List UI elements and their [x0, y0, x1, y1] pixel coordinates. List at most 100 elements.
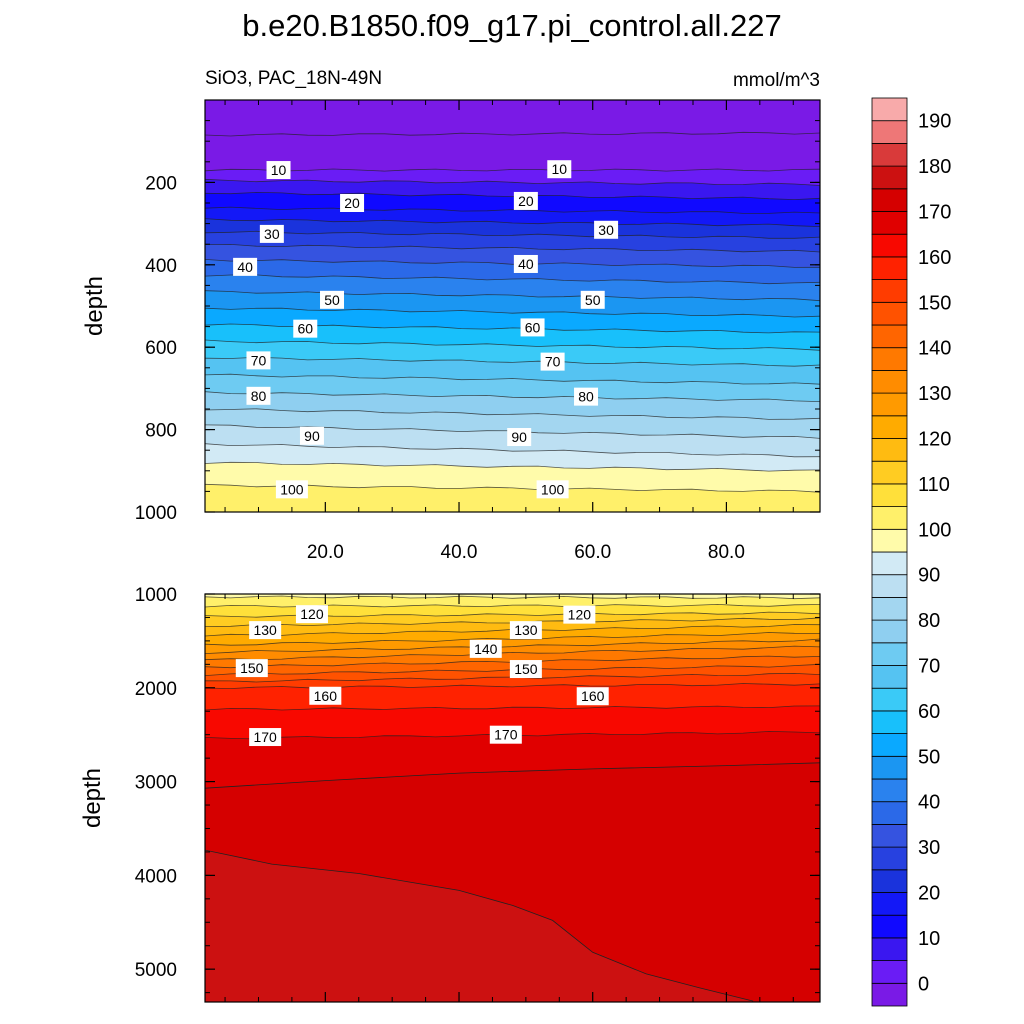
- colorbar-swatch: [871, 188, 908, 212]
- x-tick-label: 40.0: [441, 542, 478, 563]
- contour-label-box: [513, 191, 538, 210]
- colorbar-swatch: [871, 165, 908, 190]
- colorbar-swatch: [871, 733, 908, 757]
- contour-line: [205, 290, 820, 302]
- contour-label-box: [259, 224, 284, 243]
- contour-label-box: [580, 290, 605, 309]
- contour-label: 100: [541, 481, 565, 497]
- colorbar-swatch: [871, 892, 908, 916]
- chart-title: b.e20.B1850.f09_g17.pi_control.all.227: [242, 8, 782, 43]
- colorbar: 0 10 20 30 40 50 60 70 80 90 100 110 120 130 140 150 160…: [871, 97, 951, 1007]
- contour-line: [205, 206, 820, 214]
- contour-label: 150: [514, 661, 538, 677]
- contour-line: [205, 849, 754, 1002]
- contour-label: 50: [324, 292, 340, 308]
- colorbar-swatch: [871, 347, 908, 371]
- colorbar-swatch: [871, 483, 908, 507]
- contour-line: [205, 443, 820, 458]
- contour-label-box: [574, 387, 599, 406]
- contour-label-box: [340, 194, 365, 212]
- contour-label-box: [520, 318, 545, 337]
- colorbar-swatch: [871, 755, 908, 780]
- colorbar-swatch: [871, 551, 908, 576]
- colorbar-label: 100: [918, 519, 951, 541]
- variable-region-label: SiO3, PAC_18N-49N: [205, 68, 382, 89]
- contour-label-box: [246, 351, 271, 370]
- contour-label: 80: [251, 388, 267, 404]
- contour-label: 20: [344, 195, 360, 211]
- contour-label: 40: [518, 256, 534, 272]
- contour-label-box: [275, 480, 308, 499]
- contour-line: [205, 408, 820, 420]
- colorbar-swatch: [871, 211, 908, 235]
- colorbar-label: 40: [918, 792, 940, 814]
- contour-label-box: [507, 428, 532, 447]
- colorbar-swatch: [871, 574, 908, 598]
- colorbar-swatch: [871, 369, 908, 394]
- contour-label-box: [249, 621, 282, 640]
- contour-line: [205, 762, 820, 789]
- contour-label-box: [540, 352, 565, 371]
- y-tick-label: 3000: [135, 773, 177, 794]
- colorbar-swatch: [871, 824, 908, 848]
- contour-label: 70: [545, 354, 561, 370]
- colorbar-label: 110: [918, 474, 950, 496]
- colorbar-label: 190: [918, 111, 951, 133]
- contour-label-box: [246, 386, 271, 405]
- contour-label: 20: [518, 193, 534, 209]
- contour-label: 30: [598, 222, 614, 238]
- colorbar-swatch: [871, 97, 908, 122]
- contour-label-box: [547, 160, 572, 179]
- colorbar-swatch: [871, 233, 908, 258]
- contour-label: 60: [297, 321, 313, 337]
- y-tick-label: 5000: [135, 960, 177, 981]
- contour-line: [205, 307, 820, 318]
- colorbar-swatch: [871, 937, 908, 962]
- colorbar-swatch: [871, 665, 908, 689]
- contour-label-box: [266, 161, 291, 180]
- y-tick-label: 200: [145, 173, 177, 194]
- y-tick-label: 1000: [135, 585, 177, 606]
- upper-depth-panel: 10 10 20 20 30 30 40 40 50 50 60 60 70 70 80 80 90 90 100 1…: [135, 99, 821, 563]
- contour-label: 90: [304, 428, 320, 444]
- colorbar-swatch: [871, 279, 908, 303]
- colorbar-label: 60: [918, 701, 940, 723]
- contour-line: [205, 243, 820, 253]
- contour-label-box: [563, 605, 596, 624]
- colorbar-swatch: [871, 778, 908, 803]
- colorbar-swatch: [871, 642, 908, 666]
- band-fill: [205, 484, 820, 512]
- contour-label: 80: [578, 389, 594, 405]
- colorbar-label: 90: [918, 565, 940, 587]
- contour-label-box: [509, 660, 542, 679]
- colorbar-swatch: [871, 869, 908, 893]
- y-tick-label: 1000: [135, 503, 177, 524]
- contour-label: 50: [585, 292, 601, 308]
- contour-label: 10: [552, 161, 568, 177]
- colorbar-swatch: [871, 256, 908, 280]
- colorbar-swatch: [871, 506, 908, 530]
- colorbar-swatch: [871, 846, 908, 871]
- colorbar-swatch: [871, 301, 908, 326]
- colorbar-swatch: [871, 460, 908, 485]
- contour-label: 130: [253, 622, 277, 638]
- contour-label: 90: [511, 429, 527, 445]
- contour-label-box: [513, 254, 538, 273]
- contour-line: [205, 461, 820, 472]
- colorbar-label: 0: [918, 973, 929, 995]
- contour-label: 160: [581, 688, 605, 704]
- colorbar-swatch: [871, 324, 908, 349]
- contour-label-box: [309, 686, 342, 705]
- contour-label-box: [489, 725, 522, 744]
- contour-line: [205, 259, 820, 268]
- contour-label-box: [536, 480, 569, 499]
- contour-line: [205, 683, 820, 690]
- contour-line: [205, 705, 820, 711]
- colorbar-swatch: [871, 960, 908, 984]
- contour-line: [205, 356, 820, 367]
- x-tick-label: 20.0: [307, 542, 344, 563]
- contour-label-box: [293, 319, 318, 338]
- colorbar-swatch: [871, 687, 908, 712]
- contour-label: 100: [280, 481, 304, 497]
